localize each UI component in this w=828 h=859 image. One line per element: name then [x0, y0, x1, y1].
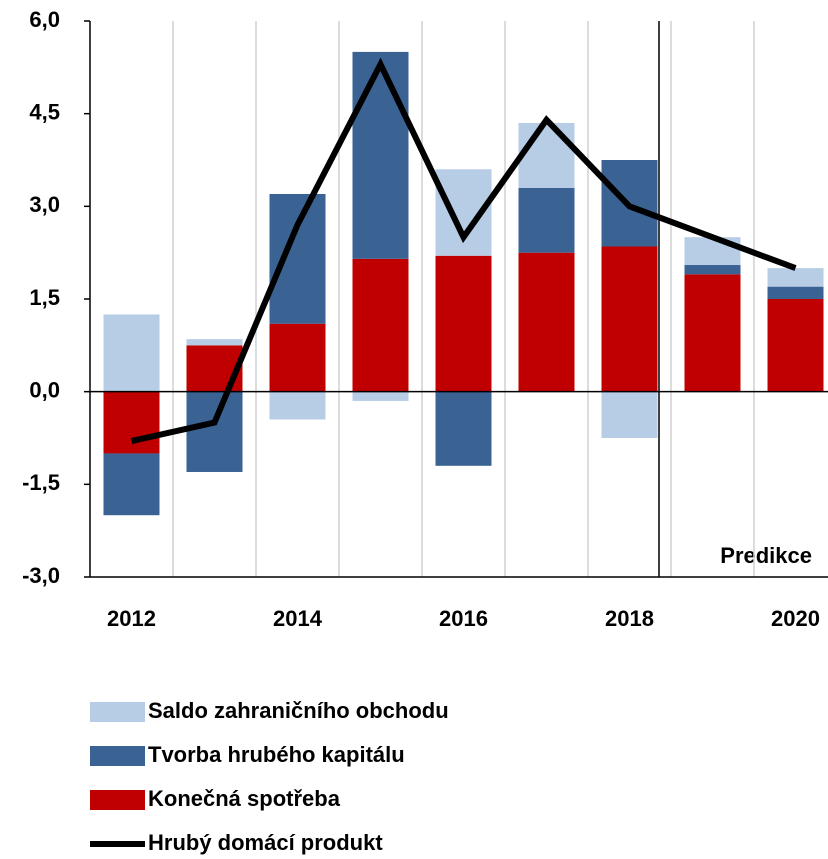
bar: [352, 51, 409, 259]
x-tick-label: 2014: [273, 606, 323, 631]
legend-label: Saldo zahraničního obchodu: [148, 698, 449, 723]
bar: [767, 268, 824, 287]
bar: [435, 255, 492, 392]
y-tick-label: 0,0: [29, 377, 60, 402]
bar: [269, 323, 326, 392]
legend-label: Hrubý domácí produkt: [148, 830, 383, 855]
bar: [103, 453, 160, 516]
bar: [601, 246, 658, 392]
bar: [767, 286, 824, 299]
line: [130, 57, 797, 445]
annotation: Predikce: [720, 543, 812, 568]
bar: [435, 391, 492, 466]
y-tick-label: -1,5: [22, 470, 60, 495]
bar: [269, 391, 326, 420]
bar: [518, 122, 575, 188]
y-tick-label: 3,0: [29, 192, 60, 217]
legend-swatch: [90, 790, 145, 810]
x-tick-label: 2020: [771, 606, 820, 631]
bar: [767, 299, 824, 392]
legend-swatch: [90, 702, 145, 722]
bar: [352, 391, 409, 401]
y-tick-label: 6,0: [29, 7, 60, 32]
x-tick-label: 2016: [439, 606, 488, 631]
bar: [601, 391, 658, 438]
bar: [103, 314, 160, 392]
x-tick-label: 2018: [605, 606, 654, 631]
bar: [518, 187, 575, 253]
bar: [684, 265, 741, 275]
legend-label: Konečná spotřeba: [148, 786, 341, 811]
bar: [186, 339, 243, 346]
bar: [186, 391, 243, 472]
bar: [352, 258, 409, 392]
bar: [103, 391, 160, 454]
bar: [518, 252, 575, 392]
x-tick-label: 2012: [107, 606, 156, 631]
y-tick-label: -3,0: [22, 563, 60, 588]
y-tick-label: 1,5: [29, 285, 60, 310]
legend-label: Tvorba hrubého kapitálu: [148, 742, 405, 767]
legend-swatch: [90, 746, 145, 766]
bar: [269, 193, 326, 324]
y-tick-label: 4,5: [29, 99, 60, 124]
bar: [684, 274, 741, 392]
